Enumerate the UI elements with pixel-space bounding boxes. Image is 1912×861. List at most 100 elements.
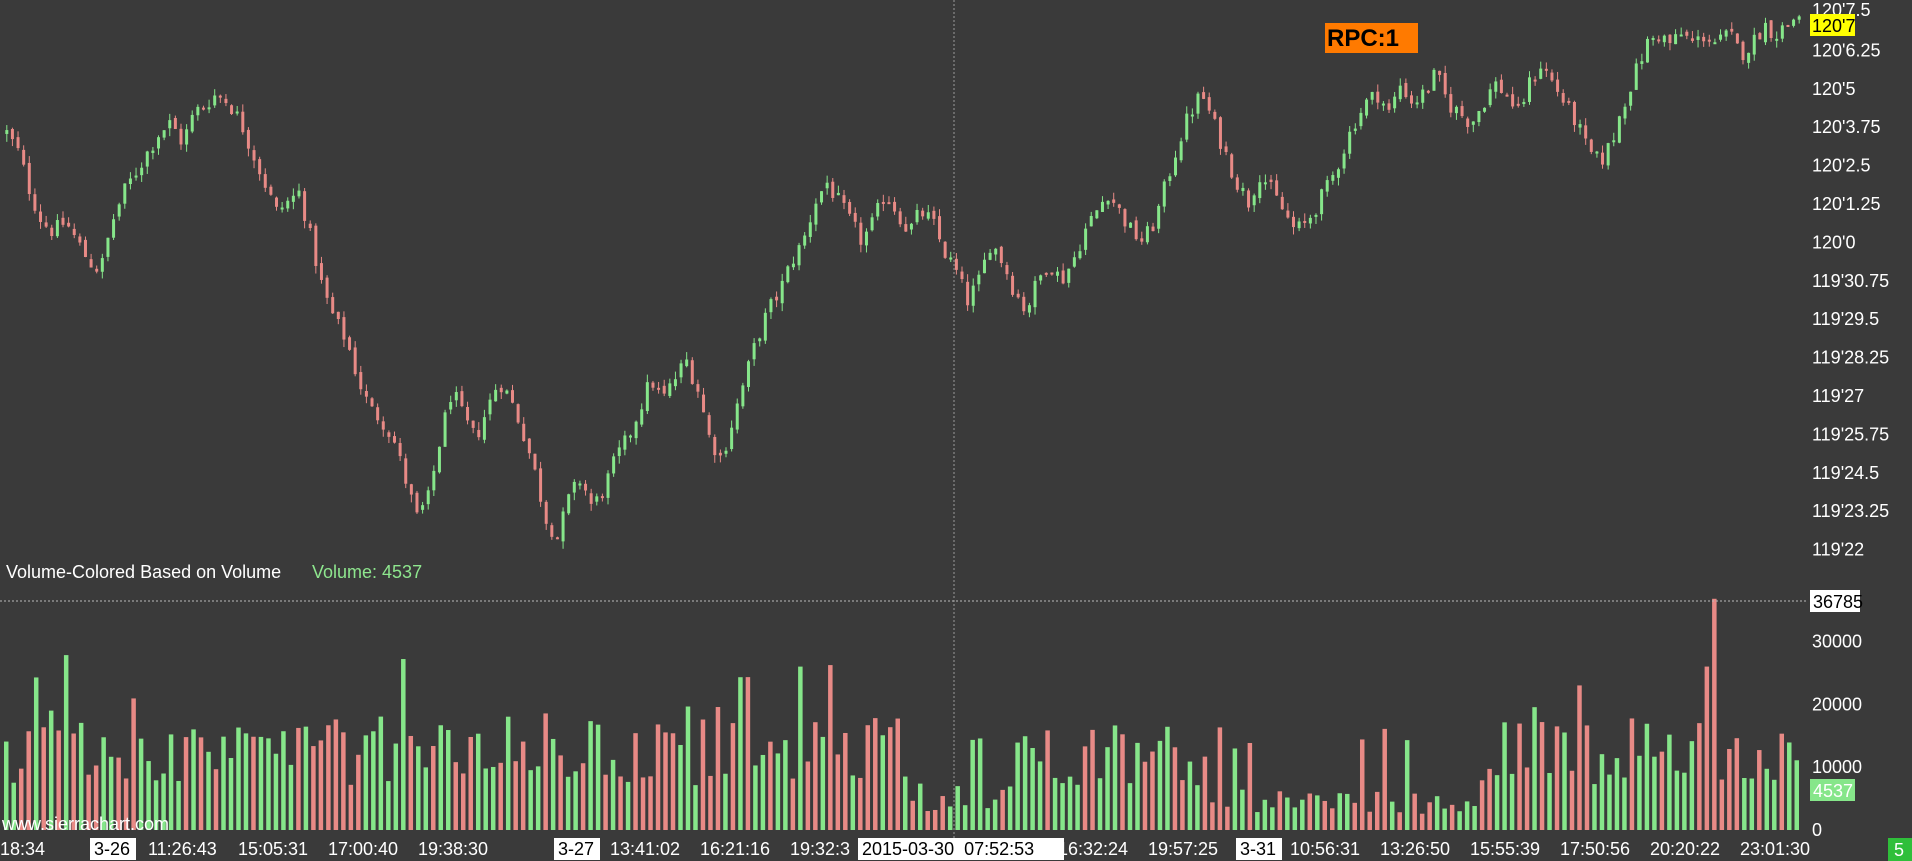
time-axis-label: 15:55:39 bbox=[1470, 839, 1540, 859]
volume-bar bbox=[1217, 727, 1223, 830]
candle-body bbox=[471, 420, 475, 428]
candle-body bbox=[1533, 79, 1537, 82]
candle-body bbox=[22, 149, 26, 165]
study-label-box bbox=[1325, 23, 1418, 53]
candle-body bbox=[696, 384, 700, 392]
volume-bar bbox=[820, 736, 826, 830]
volume-bar bbox=[1367, 811, 1372, 830]
volume-bar bbox=[670, 733, 676, 830]
candle-body bbox=[1370, 92, 1374, 100]
candle-body bbox=[1752, 34, 1756, 55]
volume-bar bbox=[715, 707, 721, 830]
candle-body bbox=[319, 263, 323, 280]
candle-body bbox=[370, 398, 374, 407]
candle-body bbox=[702, 394, 706, 413]
volume-study-title: Volume-Colored Based on Volume bbox=[6, 562, 281, 582]
last-price-label: 120'7 bbox=[1812, 16, 1855, 36]
price-tick-label: 120'0 bbox=[1812, 232, 1855, 252]
candle-body bbox=[954, 258, 958, 270]
candle-body bbox=[1775, 38, 1779, 41]
candle-body bbox=[381, 421, 385, 430]
volume-bar bbox=[146, 761, 151, 830]
candle-body bbox=[713, 436, 717, 456]
volume-bar bbox=[865, 725, 871, 830]
candle-body bbox=[1556, 79, 1560, 92]
candle-body bbox=[1578, 124, 1582, 128]
candle-body bbox=[27, 162, 31, 195]
volume-bar bbox=[4, 741, 9, 830]
candle-body bbox=[1365, 99, 1369, 116]
time-axis-label: 16:32:24 bbox=[1058, 839, 1128, 859]
volume-bar bbox=[56, 730, 61, 830]
volume-bar bbox=[1067, 776, 1073, 830]
candle-body bbox=[1460, 106, 1464, 117]
volume-bar bbox=[528, 770, 533, 830]
time-axis[interactable]: 18:34 3-26 11:26:43 15:05:31 17:00:40 19:38:3… bbox=[0, 838, 1810, 860]
volume-bar bbox=[116, 757, 121, 830]
volume-axis[interactable]: 30000 20000 10000 0 bbox=[1812, 631, 1862, 840]
volume-bar bbox=[1037, 761, 1043, 830]
candle-body bbox=[1174, 157, 1178, 176]
candle-body bbox=[831, 181, 835, 198]
volume-bar bbox=[221, 736, 226, 830]
volume-bar bbox=[985, 808, 990, 830]
candle-body bbox=[1645, 38, 1649, 63]
candle-body bbox=[1016, 293, 1020, 298]
candle-body bbox=[376, 407, 380, 421]
candle-body bbox=[78, 236, 82, 243]
volume-bar bbox=[940, 796, 945, 830]
volume-bar bbox=[1112, 725, 1118, 830]
candle-body bbox=[679, 363, 683, 378]
volume-bar bbox=[1562, 732, 1567, 830]
candle-body bbox=[864, 231, 868, 246]
volume-bar bbox=[700, 719, 706, 830]
volume-bar bbox=[1007, 786, 1013, 830]
candle-body bbox=[1792, 19, 1796, 26]
candle-body bbox=[230, 105, 234, 115]
candle-body bbox=[1033, 280, 1037, 308]
candle-body bbox=[1331, 175, 1335, 181]
candle-body bbox=[1247, 190, 1251, 208]
volume-bar bbox=[618, 776, 623, 830]
candle-body bbox=[640, 409, 644, 425]
volume-bar bbox=[191, 729, 196, 830]
candle-body bbox=[449, 402, 453, 410]
candle-body bbox=[140, 167, 144, 176]
candle-body bbox=[606, 473, 610, 498]
candle-body bbox=[55, 220, 59, 237]
volume-bar bbox=[1479, 780, 1485, 830]
volume-bar bbox=[1412, 793, 1417, 830]
candle-body bbox=[612, 456, 616, 474]
candle-body bbox=[1117, 204, 1121, 208]
candle-body bbox=[1320, 189, 1324, 215]
volume-bar bbox=[1524, 767, 1530, 830]
volume-bar bbox=[363, 735, 369, 830]
volume-bar bbox=[1592, 784, 1597, 830]
volume-bar bbox=[588, 721, 593, 830]
volume-bar bbox=[1097, 778, 1103, 830]
volume-bar bbox=[910, 800, 915, 830]
volume-bar bbox=[266, 738, 271, 830]
candle-body bbox=[628, 435, 632, 438]
candle-body bbox=[134, 175, 138, 178]
candle-body bbox=[966, 281, 970, 306]
candle-body bbox=[876, 203, 880, 217]
candle-body bbox=[1702, 36, 1706, 42]
price-axis[interactable]: 120'6.25 120'5 120'3.75 120'2.5 120'1.25 120'… bbox=[1812, 0, 1889, 560]
volume-bar bbox=[1330, 808, 1335, 830]
time-axis-label: 13:41:02 bbox=[610, 839, 680, 859]
volume-bar bbox=[1787, 742, 1792, 830]
volume-bar bbox=[1427, 802, 1432, 830]
candle-body bbox=[820, 191, 824, 203]
volume-bar bbox=[663, 732, 668, 830]
volume-bar bbox=[1030, 748, 1035, 830]
volume-bar bbox=[438, 725, 444, 830]
time-axis-date-box bbox=[554, 838, 600, 860]
volume-bar bbox=[1247, 742, 1253, 830]
candle-body bbox=[578, 483, 582, 486]
study-label-rpc: RPC:1 bbox=[1327, 25, 1399, 52]
volume-bar bbox=[1547, 773, 1552, 830]
candle-body bbox=[623, 435, 627, 450]
candle-body bbox=[1230, 154, 1234, 178]
